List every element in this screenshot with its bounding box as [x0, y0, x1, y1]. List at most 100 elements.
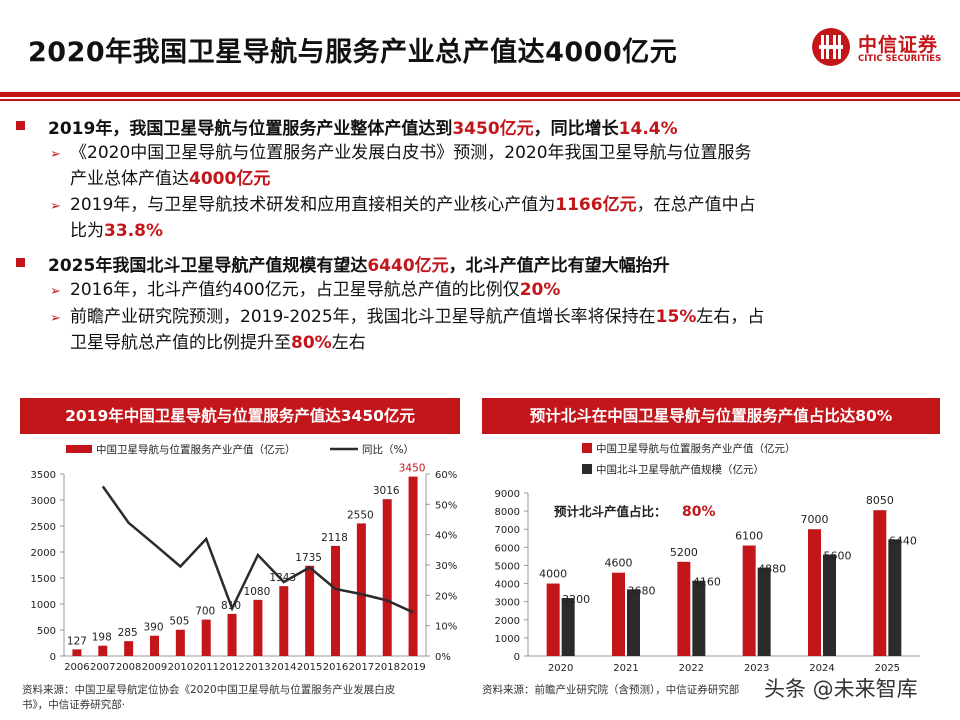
y2-tick-label: 40% [435, 531, 457, 542]
y-tick-label: 8000 [495, 507, 520, 518]
bar [331, 545, 340, 656]
bar-series-2 [627, 589, 640, 656]
bar-series-2 [692, 580, 706, 656]
logo-en-text: CITIC SECURITIES [858, 54, 942, 64]
x-tick-label: 2009 [142, 662, 167, 673]
right-chart-header: 预计北斗在中国卫星导航与位置服务产值占比达80% [482, 398, 940, 434]
page-title: 2020年我国卫星导航与服务产业总产值达4000亿元 [28, 37, 678, 68]
y-tick-label: 1000 [31, 600, 56, 611]
watermark: 头条 @未来智库 [764, 677, 918, 701]
logo-cn-text: 中信证券 [858, 34, 939, 56]
bar-series-1 [742, 545, 756, 656]
y-tick-label: 5000 [495, 561, 520, 572]
x-tick-label: 2016 [323, 662, 348, 673]
x-tick-label: 2008 [116, 662, 141, 673]
data-label: 2550 [347, 509, 374, 521]
data-label-series-1: 5200 [670, 546, 698, 559]
left-source-note: 资料来源：中国卫星导航定位协会《2020中国卫星导航与位置服务产业发展白皮 书》… [22, 684, 396, 711]
x-tick-label: 2007 [90, 662, 115, 673]
y2-tick-label: 30% [435, 561, 457, 572]
data-label-series-1: 8050 [866, 494, 894, 507]
data-label: 127 [67, 635, 87, 647]
legend-label-series-2: 中国北斗卫星导航产值规模（亿元） [596, 463, 764, 476]
annotation-label: 预计北斗产值占比： [554, 504, 667, 519]
x-tick-label: 2023 [744, 663, 769, 674]
y-tick-label: 9000 [495, 489, 520, 500]
data-label-series-2: 6440 [889, 534, 917, 547]
y2-tick-label: 60% [435, 470, 457, 481]
x-tick-label: 2014 [271, 662, 296, 673]
data-label: 285 [118, 627, 138, 639]
y2-tick-label: 10% [435, 622, 457, 633]
y-tick-label: 7000 [495, 525, 520, 536]
x-tick-label: 2025 [875, 663, 900, 674]
bar [279, 586, 289, 656]
data-label: 1080 [244, 586, 271, 598]
data-label: 1735 [295, 552, 322, 564]
x-tick-label: 2020 [548, 663, 573, 674]
x-tick-label: 2015 [297, 662, 322, 673]
data-label-series-1: 6100 [735, 530, 763, 543]
x-tick-label: 2019 [400, 662, 425, 673]
data-label-series-1: 4000 [539, 568, 567, 581]
arrow-bullet-icon: ➢ [50, 311, 61, 326]
y-tick-label: 4000 [495, 580, 520, 591]
data-label: 198 [92, 632, 112, 644]
legend-swatch-series-1 [582, 443, 592, 453]
bar [408, 476, 418, 656]
bar-series-2 [888, 539, 902, 656]
legend-label-series-1: 中国卫星导航与位置服务产业产值（亿元） [596, 442, 796, 455]
x-tick-label: 2013 [245, 662, 270, 673]
x-tick-label: 2011 [193, 662, 218, 673]
data-label-series-1: 7000 [801, 513, 829, 526]
citic-logo: 中信证券 CITIC SECURITIES [810, 26, 950, 72]
bar-series-2 [561, 598, 575, 656]
bar [150, 635, 159, 656]
y-tick-label: 0 [514, 652, 520, 663]
y-tick-label: 0 [50, 652, 56, 663]
legend-label-bar: 中国卫星导航与位置服务产业产值（亿元） [96, 443, 296, 456]
data-label: 700 [195, 606, 215, 618]
x-tick-label: 2012 [219, 662, 244, 673]
y-tick-label: 2500 [31, 522, 56, 533]
x-tick-label: 2017 [349, 662, 374, 673]
data-label-series-2: 3200 [562, 593, 590, 606]
y-tick-label: 500 [37, 626, 56, 637]
y2-tick-label: 0% [435, 652, 451, 663]
left-chart: 中国卫星导航与位置服务产业产值（亿元） 同比（%） 0 500 1000 1500 2000… [31, 443, 458, 673]
bar [98, 645, 108, 656]
arrow-bullet-icon: ➢ [50, 147, 61, 162]
arrow-bullet-icon: ➢ [50, 199, 61, 214]
x-tick-label: 2022 [679, 663, 704, 674]
bar [382, 499, 392, 656]
bullet-2-sub-2: 前瞻产业研究院预测，2019-2025年，我国北斗卫星导航产值增长率将保持在15… [70, 307, 765, 353]
data-label-series-2: 4880 [758, 563, 786, 576]
data-label: 3016 [373, 485, 400, 497]
x-tick-label: 2024 [809, 663, 834, 674]
data-label: 2118 [321, 532, 348, 544]
data-label: 390 [143, 622, 163, 634]
data-label: 3450 [399, 463, 426, 475]
bar-series-1 [612, 572, 625, 656]
bullet-1: 2019年，我国卫星导航与位置服务产业整体产值达到3450亿元，同比增长14.4… [48, 119, 678, 139]
data-label-series-2: 3680 [628, 584, 656, 597]
bullet-2: 2025年我国北斗卫星导航产值规模有望达6440亿元，北斗产值产比有望大幅抬升 [48, 256, 670, 276]
citic-emblem-icon [812, 28, 850, 66]
y2-tick-label: 50% [435, 500, 457, 511]
bar [227, 613, 237, 656]
bullet-2-sub-1: 2016年，北斗产值约400亿元，占卫星导航总产值的比例仅20% [70, 280, 561, 300]
y-tick-label: 3000 [495, 598, 520, 609]
y-tick-label: 3000 [31, 496, 56, 507]
bar-series-2 [757, 567, 771, 656]
bar [72, 649, 82, 656]
bar [305, 565, 315, 656]
legend-label-line: 同比（%） [362, 443, 414, 456]
bar [124, 641, 134, 656]
x-tick-label: 2021 [613, 663, 638, 674]
y-tick-label: 2000 [495, 616, 520, 627]
series-line-yoy [101, 485, 414, 614]
bar [356, 523, 366, 656]
y2-tick-label: 20% [435, 591, 457, 602]
annotation-value: 80% [682, 504, 716, 520]
legend-swatch-series-2 [582, 464, 592, 474]
